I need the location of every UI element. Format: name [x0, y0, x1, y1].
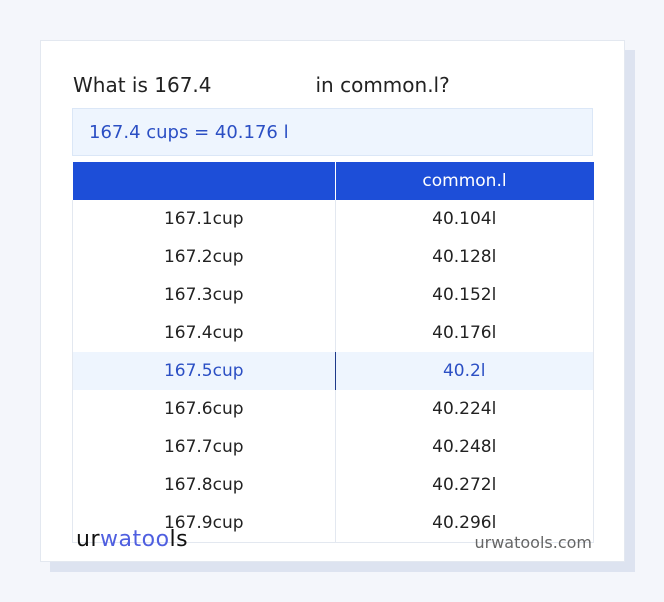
conversion-table: common.l 167.1cup 40.104l 167.2cup 40.128l 1… — [72, 162, 594, 543]
cell-cups: 167.9cup — [72, 504, 336, 543]
cell-cups: 167.6cup — [72, 390, 336, 428]
cell-liters: 40.176l — [334, 314, 594, 352]
cell-liters: 40.248l — [334, 428, 594, 466]
table-row: 167.8cup 40.272l — [72, 466, 594, 504]
result-box: 167.4 cups = 40.176 l — [72, 108, 593, 156]
page-title: What is 167.4 in common.l? — [73, 73, 450, 97]
table-header: common.l — [72, 162, 594, 200]
cell-cups: 167.1cup — [72, 200, 336, 238]
cell-cups: 167.7cup — [72, 428, 336, 466]
table-row: 167.7cup 40.248l — [72, 428, 594, 466]
table-row: 167.4cup 40.176l — [72, 314, 594, 352]
cell-liters: 40.104l — [334, 200, 594, 238]
cell-liters: 40.152l — [334, 276, 594, 314]
cell-cups: 167.3cup — [72, 276, 336, 314]
table-row: 167.2cup 40.128l — [72, 238, 594, 276]
cell-cups: 167.8cup — [72, 466, 336, 504]
cell-cups: 167.5cup — [72, 352, 336, 390]
cell-liters: 40.224l — [334, 390, 594, 428]
urwatools-logo[interactable]: urwatools — [76, 527, 189, 552]
header-from — [72, 162, 336, 200]
title-prefix: What is 167.4 — [73, 73, 212, 97]
cell-liters: 40.272l — [334, 466, 594, 504]
cell-liters: 40.128l — [334, 238, 594, 276]
table-row: 167.9cup 40.296l — [72, 504, 594, 543]
table-row: 167.1cup 40.104l — [72, 200, 594, 238]
table-row: 167.5cup 40.2l — [72, 352, 594, 390]
cell-liters: 40.2l — [334, 352, 594, 390]
table-row: 167.6cup 40.224l — [72, 390, 594, 428]
site-link[interactable]: urwatools.com — [474, 533, 593, 552]
title-suffix: in common.l? — [315, 73, 450, 97]
table-row: 167.3cup 40.152l — [72, 276, 594, 314]
conversion-card: What is 167.4 in common.l? 167.4 cups = 4… — [40, 40, 625, 562]
cell-liters: 40.296l — [334, 504, 594, 543]
cell-cups: 167.4cup — [72, 314, 336, 352]
cell-cups: 167.2cup — [72, 238, 336, 276]
header-to: common.l — [335, 162, 594, 200]
